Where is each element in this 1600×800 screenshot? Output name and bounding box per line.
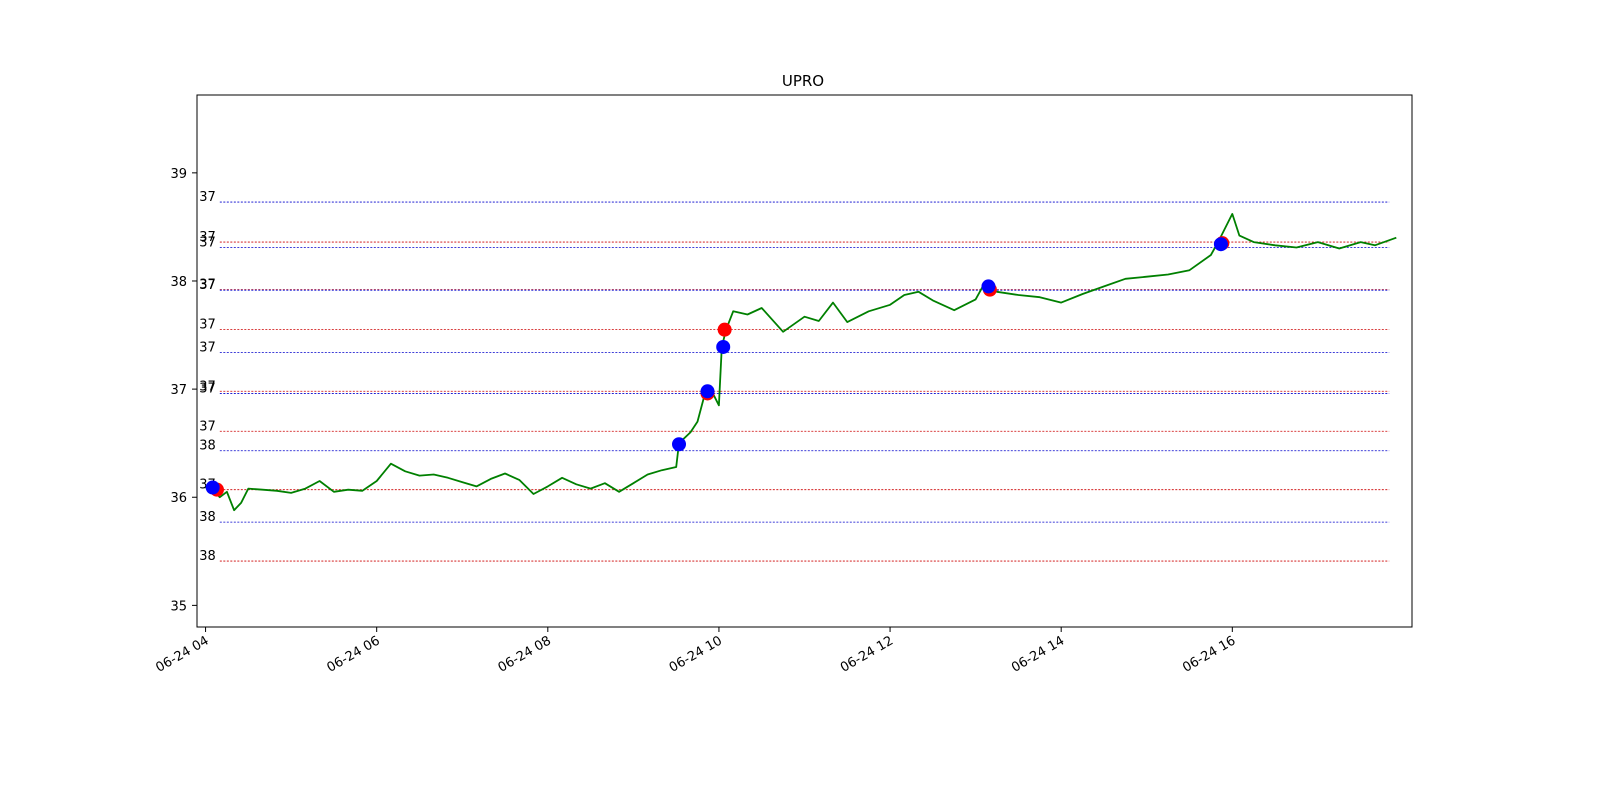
- trade-markers: [205, 236, 1230, 497]
- plot-frame: [196, 94, 1413, 628]
- level-label: 37: [199, 340, 216, 355]
- level-label: 37: [199, 419, 216, 434]
- level-label: 37: [199, 381, 216, 396]
- blue-marker: [981, 279, 996, 294]
- x-tick-label: 06-24 10: [667, 633, 725, 675]
- level-label: 37: [199, 278, 216, 293]
- blue-marker: [700, 384, 715, 399]
- price-series: [205, 213, 1397, 512]
- level-label: 38: [199, 549, 216, 564]
- y-tick-label: 37: [170, 383, 187, 398]
- blue-marker: [1213, 237, 1228, 252]
- x-tick-label: 06-24 14: [1009, 633, 1067, 675]
- y-tick-label: 36: [170, 491, 187, 506]
- series-line: [205, 213, 1397, 512]
- level-lines: 3737373737373737373738373838: [199, 190, 1390, 564]
- level-label: 37: [199, 235, 216, 250]
- red-marker: [717, 322, 732, 337]
- x-tick-label: 06-24 08: [496, 633, 554, 675]
- level-label: 37: [199, 230, 216, 245]
- axes: 35 36 37 38 39 06-24 04 06-24 06 06-24 08 06-24 …: [153, 167, 1238, 676]
- x-tick-label: 06-24 16: [1180, 633, 1238, 675]
- chart-title: UPRO: [782, 72, 824, 90]
- y-tick-label: 35: [170, 599, 187, 614]
- blue-marker: [716, 339, 731, 354]
- level-label: 38: [199, 439, 216, 454]
- x-tick-label: 06-24 06: [325, 633, 383, 675]
- blue-marker: [205, 480, 220, 495]
- y-tick-label: 39: [170, 167, 187, 182]
- blue-marker: [672, 437, 687, 452]
- level-label: 37: [199, 190, 216, 205]
- level-label: 37: [199, 278, 216, 293]
- y-tick-label: 38: [170, 275, 187, 290]
- level-label: 37: [199, 379, 216, 394]
- level-label: 37: [199, 318, 216, 333]
- x-tick-label: 06-24 12: [838, 633, 896, 675]
- x-tick-label: 06-24 04: [153, 633, 211, 675]
- level-label: 38: [199, 510, 216, 525]
